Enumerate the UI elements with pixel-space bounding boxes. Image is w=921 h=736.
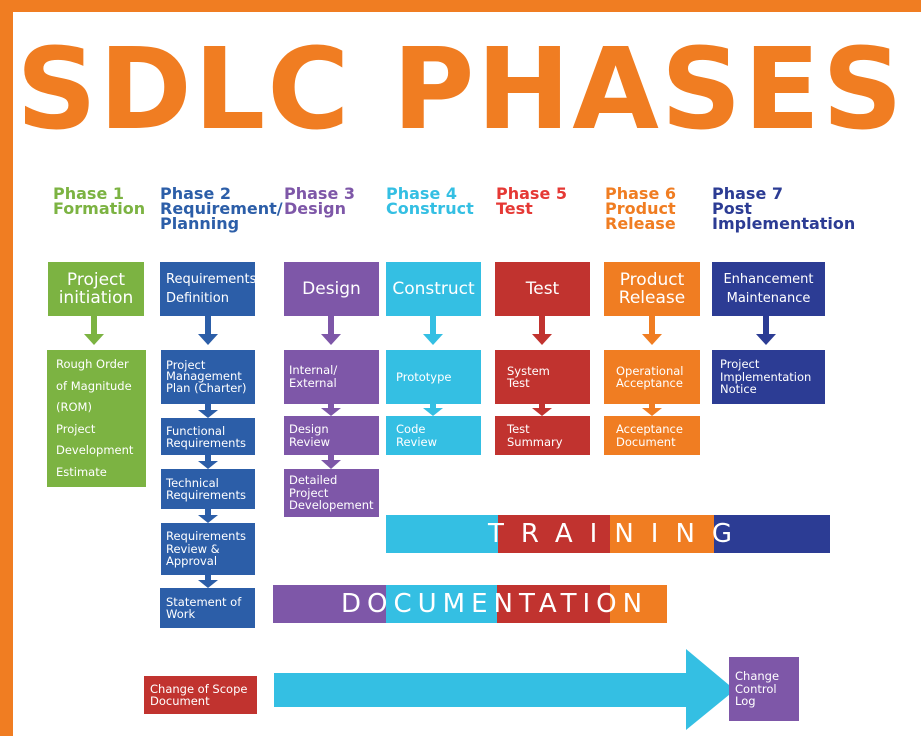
documentation-band: DOCUMENTATION (273, 585, 667, 623)
arrow-col7 (756, 316, 776, 345)
statement-of-work-box: Statement of Work (160, 588, 255, 628)
training-segment-orange (610, 515, 714, 553)
documentation-segment-cyan (386, 585, 497, 623)
requirements-review-box: Requirements Review & Approval (161, 523, 255, 575)
rom-box: Rough Order of Magnitude (ROM) Project D… (47, 350, 146, 487)
documentation-label: DOCUMENTATION (341, 589, 649, 619)
project-initiation-box: Project initiation (48, 262, 144, 316)
change-of-scope-label: Change of Scope Document (150, 681, 248, 708)
test-summary-label: Test Summary (507, 422, 563, 449)
change-flow-arrow (274, 649, 735, 730)
product-release-box: Product Release (604, 262, 700, 316)
code-review-box: Code Review (386, 416, 481, 455)
change-control-log-box: Change Control Log (729, 657, 799, 721)
arrow-col5b (532, 404, 552, 416)
arrow-col4b (423, 404, 443, 416)
arrow-col5a (532, 316, 552, 345)
arrow-col1 (84, 316, 104, 345)
arrow-col6b (642, 404, 662, 416)
construct-box: Construct (386, 262, 481, 316)
top-border (0, 0, 921, 12)
product-release-label: Product Release (618, 270, 686, 308)
project-implementation-notice-box: Project Implementation Notice (712, 350, 825, 404)
operational-acceptance-label: Operational Acceptance (616, 363, 684, 390)
rom-label: Rough Order of Magnitude (ROM) Project D… (56, 357, 134, 479)
change-of-scope-box: Change of Scope Document (144, 676, 257, 714)
project-management-plan-box: Project Management Plan (Charter) (161, 350, 255, 404)
arrow-col4a (423, 316, 443, 345)
training-segment-navy (714, 515, 830, 553)
phase-2-heading: Phase 2 Requirement/ Planning (160, 184, 283, 233)
functional-requirements-label: Functional Requirements (166, 423, 246, 450)
change-control-log-label: Change Control Log (735, 669, 780, 709)
prototype-label: Prototype (396, 370, 452, 384)
project-implementation-notice-label: Project Implementation Notice (720, 357, 812, 397)
enhancement-maintenance-box: Enhancement Maintenance (712, 262, 825, 316)
technical-requirements-label: Technical Requirements (166, 476, 246, 502)
detailed-project-development-box: Detailed Project Developement (284, 469, 379, 517)
prototype-box: Prototype (386, 350, 481, 404)
arrow-col3a (321, 316, 341, 345)
arrow-col6a (642, 316, 662, 345)
arrow-col2d (198, 509, 218, 523)
documentation-segment-orange (610, 585, 667, 623)
test-label: Test (525, 279, 560, 299)
arrow-col3b (321, 404, 341, 416)
code-review-label: Code Review (396, 422, 438, 449)
acceptance-document-box: Acceptance Document (604, 416, 700, 455)
design-review-label: Design Review (289, 422, 331, 449)
documentation-segment-red (497, 585, 610, 623)
acceptance-document-label: Acceptance Document (616, 422, 683, 449)
training-segment-cyan (386, 515, 498, 553)
arrow-col2c (198, 455, 218, 469)
design-review-box: Design Review (284, 416, 379, 455)
detailed-project-development-label: Detailed Project Developement (289, 473, 374, 513)
internal-external-box: Internal/ External (284, 350, 379, 404)
requirements-review-label: Requirements Review & Approval (166, 529, 246, 569)
project-management-plan-label: Project Management Plan (Charter) (166, 357, 247, 395)
enhancement-maintenance-label: Enhancement Maintenance (723, 272, 814, 306)
arrow-col2e (198, 575, 218, 588)
test-box: Test (495, 262, 590, 316)
requirements-definition-label: Requirements Definition (166, 272, 257, 306)
arrow-col3c (321, 455, 341, 469)
design-box: Design (284, 262, 379, 316)
training-label: TRAINING (488, 519, 750, 549)
arrow-col2b (198, 404, 218, 418)
training-segment-red (498, 515, 610, 553)
arrow-col2a (198, 316, 218, 345)
phase-6-heading: Phase 6 Product Release (605, 184, 676, 233)
phase-5-heading: Phase 5 Test (496, 184, 567, 218)
phase-3-heading: Phase 3 Design (284, 184, 355, 218)
training-band: TRAINING (386, 515, 830, 553)
requirements-definition-box: Requirements Definition (160, 262, 257, 316)
system-test-box: System Test (495, 350, 590, 404)
test-summary-box: Test Summary (495, 416, 590, 455)
phase-4-heading: Phase 4 Construct (386, 184, 474, 218)
left-border (0, 0, 13, 736)
operational-acceptance-box: Operational Acceptance (604, 350, 700, 404)
technical-requirements-box: Technical Requirements (161, 469, 255, 509)
project-initiation-label: Project initiation (58, 270, 134, 308)
statement-of-work-label: Statement of Work (166, 594, 242, 621)
system-test-label: System Test (507, 363, 550, 390)
internal-external-label: Internal/ External (289, 363, 338, 390)
phase-1-heading: Phase 1 Formation (53, 184, 146, 218)
page-title: SDLC PHASES (16, 25, 905, 155)
documentation-segment-purple (273, 585, 386, 623)
design-label: Design (302, 279, 361, 299)
functional-requirements-box: Functional Requirements (161, 418, 255, 455)
phase-7-heading: Phase 7 Post Implementation (712, 184, 856, 233)
construct-label: Construct (392, 279, 475, 299)
